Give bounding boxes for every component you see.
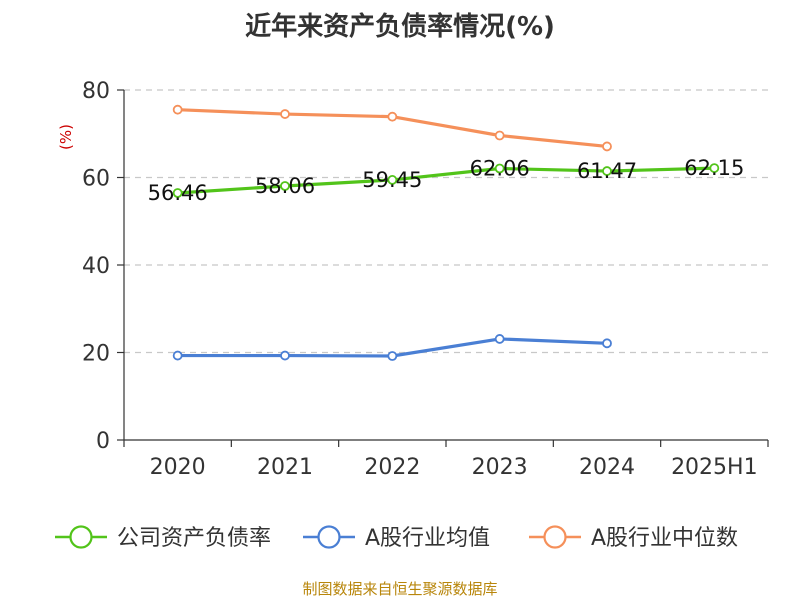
data-label-2022: 59.45	[362, 168, 422, 192]
data-labels: 56.46 58.06 59.45 62.06 61.47 62.15	[148, 156, 745, 205]
legend-item-0[interactable]: 公司资产负债率	[55, 525, 271, 551]
legend[interactable]: 公司资产负债率 A股行业均值 A股行业中位数	[55, 525, 738, 551]
legend-item-1[interactable]: A股行业均值	[303, 525, 490, 551]
legend-label-2: A股行业中位数	[591, 526, 738, 551]
series-lines	[176, 108, 716, 358]
data-point-s2-2024	[602, 141, 612, 152]
y-tick-label-80: 80	[82, 79, 110, 104]
legend-label-1: A股行业均值	[365, 526, 490, 551]
data-point-s2-2020	[172, 104, 183, 115]
y-tick-label-60: 60	[82, 167, 110, 192]
series-line-0	[176, 166, 716, 195]
data-point-s1-2022	[387, 351, 398, 361]
axes: 0 20 40 60 80 2020 2021 2022 2023 2024 2025H1	[82, 79, 769, 480]
data-point-s2-2021	[280, 109, 290, 119]
data-point-s1-2020	[172, 350, 183, 361]
legend-marker-0	[69, 525, 93, 549]
x-tick-label-2020: 2020	[150, 455, 206, 480]
data-point-s1-2024	[602, 338, 612, 349]
data-label-2025H1: 62.15	[684, 156, 744, 180]
data-point-s0-2022	[387, 175, 398, 185]
data-point-s1-2023	[494, 334, 505, 344]
data-label-2023: 62.06	[470, 156, 530, 180]
y-tick-label-0: 0	[96, 429, 110, 454]
x-tick-label-2025H1: 2025H1	[671, 455, 758, 480]
data-point-s0-2024	[602, 166, 612, 176]
y-tick-label-40: 40	[82, 254, 110, 279]
legend-item-2[interactable]: A股行业中位数	[529, 525, 738, 551]
legend-marker-2	[543, 525, 567, 549]
gridlines	[124, 89, 768, 354]
x-tick-label-2024: 2024	[579, 455, 635, 480]
source-note: 制图数据来自恒生聚源数据库	[302, 580, 498, 598]
x-tick-label-2021: 2021	[257, 455, 313, 480]
data-point-s0-2020	[172, 188, 183, 198]
data-point-s0-2023	[494, 163, 505, 174]
x-tick-label-2022: 2022	[364, 455, 420, 480]
legend-label-0: 公司资产负债率	[117, 526, 271, 551]
data-point-s2-2022	[387, 111, 398, 122]
chart-title: 近年来资产负债率情况(%)	[245, 12, 555, 42]
data-label-2021: 58.06	[255, 174, 315, 198]
data-point-s0-2021	[280, 181, 290, 191]
x-tick-label-2023: 2023	[472, 455, 528, 480]
legend-marker-1	[317, 525, 341, 549]
data-point-s2-2023	[494, 130, 505, 141]
data-label-2024: 61.47	[577, 159, 637, 183]
data-label-2020: 56.46	[148, 181, 208, 205]
data-point-s0-2025H1	[709, 163, 720, 173]
data-point-s1-2021	[280, 350, 290, 361]
series-points	[172, 104, 720, 361]
y-tick-label-20: 20	[82, 342, 110, 367]
